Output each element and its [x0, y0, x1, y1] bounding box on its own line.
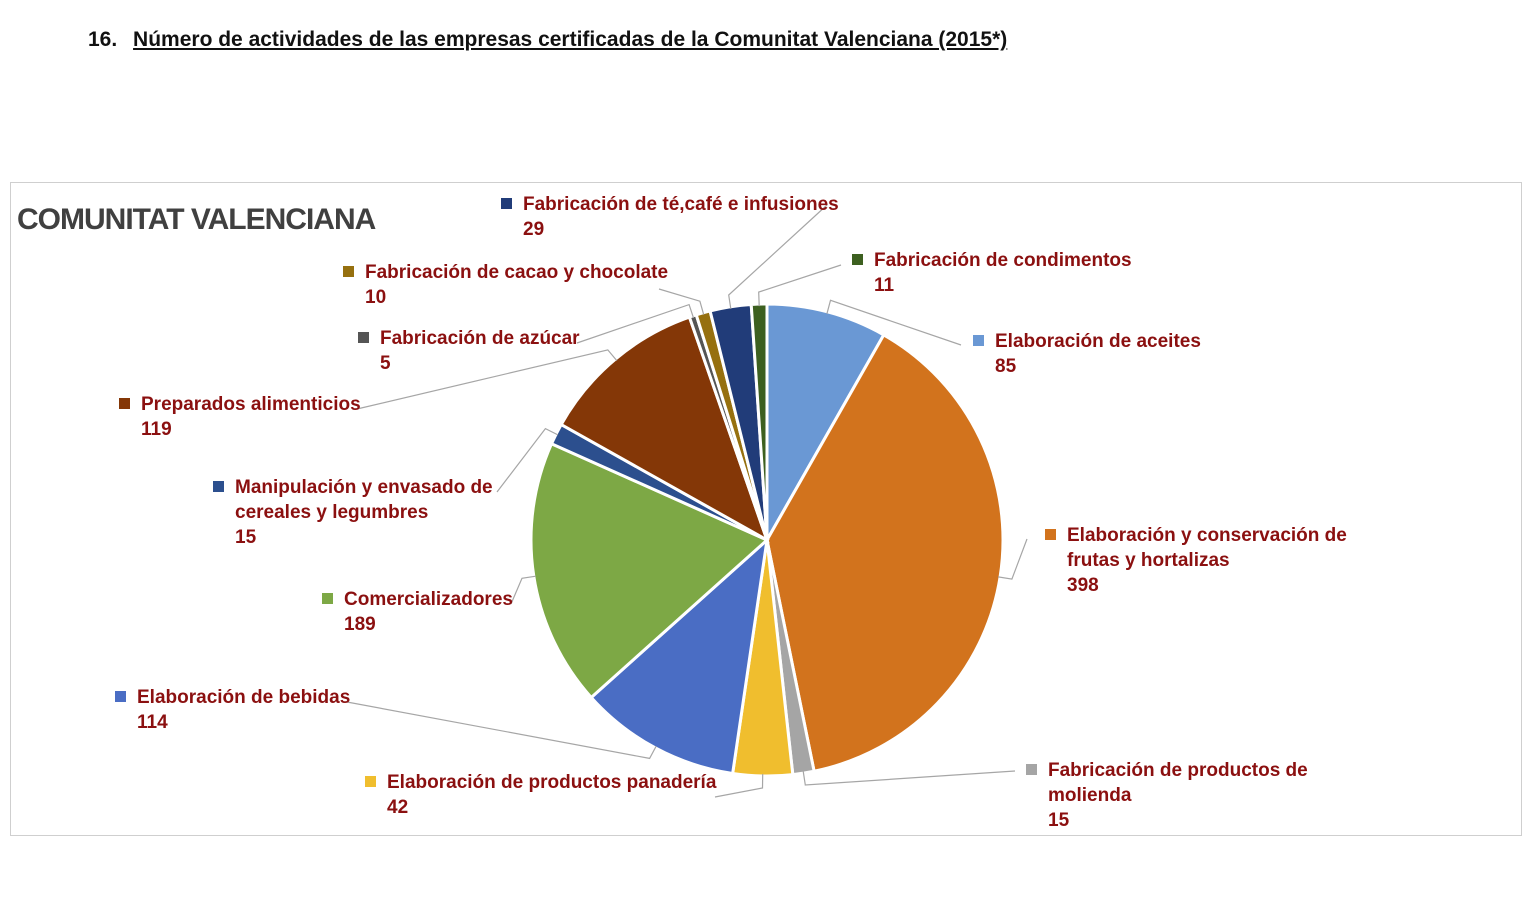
legend-swatch	[973, 335, 984, 346]
leader-line	[346, 701, 657, 760]
label-name-line: Preparados alimenticios	[141, 394, 361, 415]
legend-swatch	[213, 481, 224, 492]
label-value: 398	[1067, 575, 1099, 596]
legend-swatch	[1045, 529, 1056, 540]
legend-swatch	[1026, 764, 1037, 775]
leader-line	[658, 288, 705, 315]
legend-swatch	[852, 254, 863, 265]
label-name-line: molienda	[1048, 785, 1132, 806]
label-value: 114	[137, 712, 168, 733]
page-heading: 16. Número de actividades de las empresa…	[88, 28, 1007, 52]
data-label: Fabricación de productos de molienda 15	[1026, 758, 1308, 833]
label-value: 119	[141, 419, 172, 440]
label-name-line: Fabricación de té,café e infusiones	[523, 194, 839, 215]
data-label: Preparados alimenticios 119	[119, 392, 361, 442]
label-name-line: Fabricación de productos de	[1048, 760, 1308, 781]
data-label: Elaboración de productos panadería 42	[365, 770, 717, 820]
pie-chart	[346, 204, 1028, 798]
heading-text: Número de actividades de las empresas ce…	[133, 28, 1008, 51]
legend-swatch	[322, 593, 333, 604]
heading-number: 16.	[88, 28, 118, 51]
label-name-line: Comercializadores	[344, 589, 513, 610]
leader-line	[496, 427, 559, 493]
label-value: 85	[995, 356, 1017, 377]
legend-swatch	[501, 198, 512, 209]
chart-frame: COMUNITAT VALENCIANA Elaboración de acei…	[10, 182, 1522, 836]
leader-line	[728, 204, 828, 309]
data-label: Elaboración y conservación de frutas y ho…	[1045, 523, 1347, 598]
chart-title: COMUNITAT VALENCIANA	[17, 203, 376, 236]
label-name-line: Elaboración de productos panadería	[387, 772, 717, 793]
label-name-line: Elaboración de bebidas	[137, 687, 351, 708]
legend-swatch	[343, 266, 354, 277]
data-label: Fabricación de azúcar 5	[358, 326, 580, 376]
label-name-line: Fabricación de condimentos	[874, 250, 1132, 271]
data-label: Elaboración de bebidas 114	[115, 685, 351, 735]
label-value: 5	[380, 353, 391, 374]
data-label: Fabricación de cacao y chocolate 10	[343, 260, 669, 310]
legend-swatch	[365, 776, 376, 787]
leader-line	[826, 299, 962, 346]
legend-swatch	[358, 332, 369, 343]
label-value: 15	[1048, 810, 1070, 831]
label-name-line: Elaboración de aceites	[995, 331, 1201, 352]
label-name-line: Elaboración y conservación de	[1067, 525, 1347, 546]
label-value: 29	[523, 219, 545, 240]
label-value: 42	[387, 797, 409, 818]
leader-line	[576, 303, 695, 344]
leader-line	[802, 770, 1016, 786]
label-value: 15	[235, 527, 257, 548]
data-label: Comercializadores 189	[322, 587, 513, 637]
label-value: 10	[365, 287, 387, 308]
label-value: 189	[344, 614, 376, 635]
leader-line	[758, 264, 842, 307]
data-label: Fabricación de té,café e infusiones 29	[501, 192, 839, 242]
label-name-line: Manipulación y envasado de	[235, 477, 493, 498]
label-name-line: frutas y hortalizas	[1067, 550, 1230, 571]
leader-line	[510, 575, 536, 605]
label-name-line: Fabricación de azúcar	[380, 328, 580, 349]
label-name-line: cereales y legumbres	[235, 502, 429, 523]
data-label: Manipulación y envasado de cereales y leg…	[213, 475, 493, 550]
data-label: Elaboración de aceites 85	[973, 329, 1201, 379]
legend-swatch	[115, 691, 126, 702]
label-value: 11	[874, 275, 895, 296]
leader-line	[714, 773, 764, 798]
leader-line	[356, 349, 618, 410]
label-name-line: Fabricación de cacao y chocolate	[365, 262, 669, 283]
legend-swatch	[119, 398, 130, 409]
leader-line	[998, 538, 1028, 580]
data-label: Fabricación de condimentos 11	[852, 248, 1132, 298]
